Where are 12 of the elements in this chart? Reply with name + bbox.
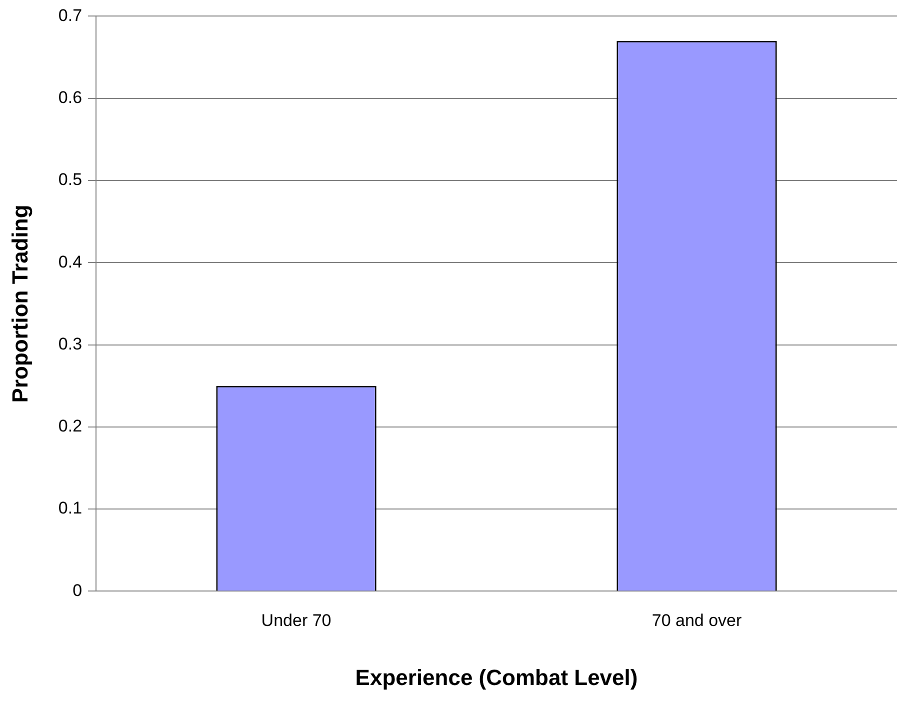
y-tick-label: 0.5 xyxy=(58,170,82,190)
x-tick-label: Under 70 xyxy=(261,611,332,630)
x-tick-label: 70 and over xyxy=(652,611,742,630)
y-tick-label: 0.2 xyxy=(58,416,82,436)
y-tick-label: 0.1 xyxy=(58,498,82,518)
y-tick-label: 0.4 xyxy=(58,252,82,272)
y-tick-label: 0 xyxy=(72,580,82,600)
y-tick-label: 0.3 xyxy=(58,334,82,354)
y-tick-label: 0.7 xyxy=(58,6,82,25)
x-axis-title: Experience (Combat Level) xyxy=(355,664,638,690)
y-tick-label: 0.6 xyxy=(58,88,82,108)
y-axis-title: Proportion Trading xyxy=(7,204,32,403)
